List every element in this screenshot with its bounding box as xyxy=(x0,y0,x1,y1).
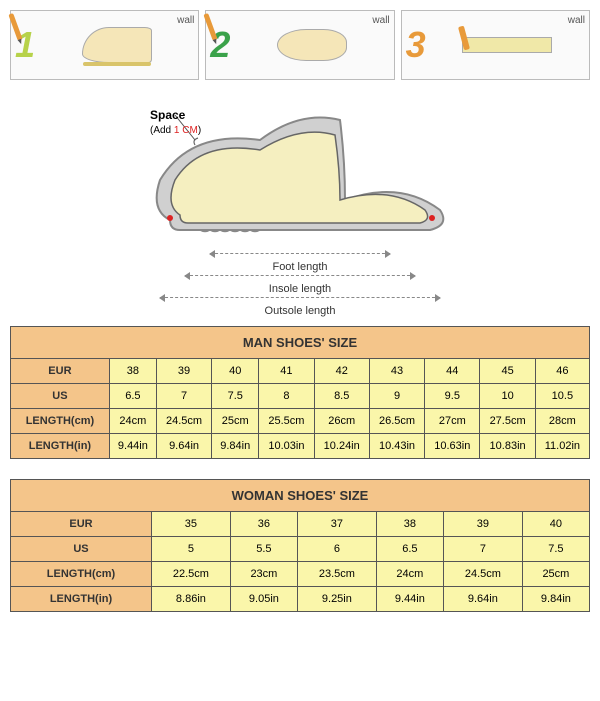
step-2: 2 wall xyxy=(205,10,394,80)
space-value: 1 CM xyxy=(174,125,198,136)
shoe-diagram: Space (Add 1 CM) Foot length Insole leng… xyxy=(10,100,590,300)
man-eur-5: 43 xyxy=(369,359,424,384)
row-label-len-in: LENGTH(in) xyxy=(11,587,152,612)
man-eur-4: 42 xyxy=(314,359,369,384)
table-row: US 6.5 7 7.5 8 8.5 9 9.5 10 10.5 xyxy=(11,384,590,409)
man-eur-3: 41 xyxy=(259,359,314,384)
row-label-us: US xyxy=(11,537,152,562)
woman-size-table: WOMAN SHOES' SIZE EUR 35 36 37 38 39 40 … xyxy=(10,479,590,612)
foot-top-icon xyxy=(277,29,347,61)
row-label-eur: EUR xyxy=(11,359,110,384)
row-label-len-cm: LENGTH(cm) xyxy=(11,562,152,587)
wall-label: wall xyxy=(177,15,194,26)
step-1: 1 wall xyxy=(10,10,199,80)
man-eur-2: 40 xyxy=(212,359,259,384)
outsole-length-line xyxy=(160,297,440,303)
foot-side-icon xyxy=(82,27,152,63)
table-row: LENGTH(in) 8.86in 9.05in 9.25in 9.44in 9… xyxy=(11,587,590,612)
step-3: 3 wall xyxy=(401,10,590,80)
table-row: LENGTH(cm) 22.5cm 23cm 23.5cm 24cm 24.5c… xyxy=(11,562,590,587)
man-eur-7: 45 xyxy=(480,359,535,384)
wall-label: wall xyxy=(372,15,389,26)
man-eur-8: 46 xyxy=(535,359,589,384)
space-label: Space (Add 1 CM) xyxy=(150,108,201,136)
man-eur-0: 38 xyxy=(109,359,156,384)
man-table-title: MAN SHOES' SIZE xyxy=(11,327,590,359)
foot-length-line xyxy=(210,253,390,259)
insole-length-label: Insole length xyxy=(140,283,460,295)
table-row: LENGTH(cm) 24cm 24.5cm 25cm 25.5cm 26cm … xyxy=(11,409,590,434)
man-eur-6: 44 xyxy=(425,359,480,384)
ruler-icon xyxy=(462,37,552,53)
row-label-eur: EUR xyxy=(11,512,152,537)
step-2-visual xyxy=(234,15,389,75)
table-row: US 5 5.5 6 6.5 7 7.5 xyxy=(11,537,590,562)
table-row: LENGTH(in) 9.44in 9.64in 9.84in 10.03in … xyxy=(11,434,590,459)
step-3-visual xyxy=(430,15,585,75)
row-label-len-cm: LENGTH(cm) xyxy=(11,409,110,434)
space-title: Space xyxy=(150,108,185,122)
dimension-labels: Foot length Insole length Outsole length xyxy=(140,253,460,317)
man-eur-1: 39 xyxy=(156,359,211,384)
table-row: EUR 38 39 40 41 42 43 44 45 46 xyxy=(11,359,590,384)
woman-table-title: WOMAN SHOES' SIZE xyxy=(11,480,590,512)
step-number: 3 xyxy=(406,24,426,66)
outsole-length-label: Outsole length xyxy=(140,305,460,317)
step-1-visual xyxy=(39,15,194,75)
measurement-steps: 1 wall 2 wall 3 wall xyxy=(10,10,590,80)
row-label-len-in: LENGTH(in) xyxy=(11,434,110,459)
row-label-us: US xyxy=(11,384,110,409)
wall-label: wall xyxy=(568,15,585,26)
table-row: EUR 35 36 37 38 39 40 xyxy=(11,512,590,537)
insole-length-line xyxy=(185,275,415,281)
man-size-table: MAN SHOES' SIZE EUR 38 39 40 41 42 43 44… xyxy=(10,326,590,459)
